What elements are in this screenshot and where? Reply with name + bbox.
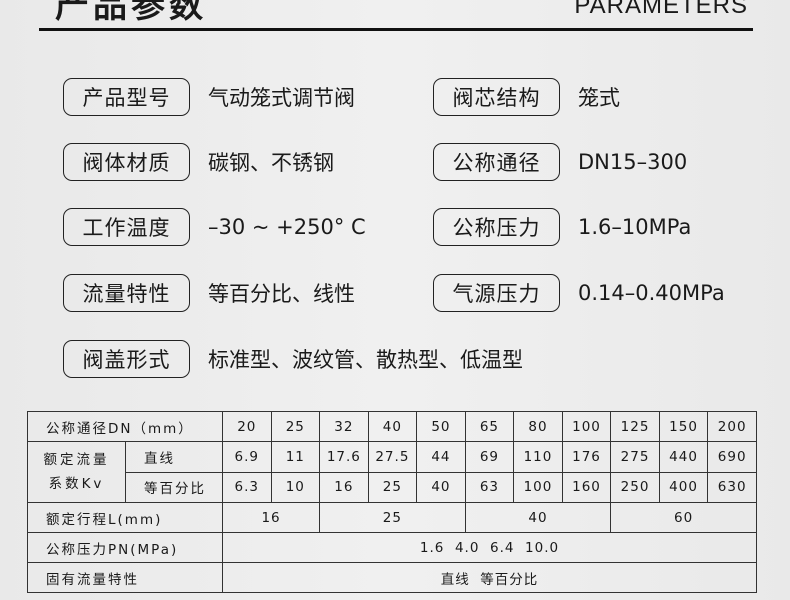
row-subheader: 等百分比 xyxy=(124,471,224,503)
table-cell: 176 xyxy=(561,441,612,473)
table-row: 额定行程L(mm) 16 25 40 60 xyxy=(26,502,757,533)
table-cell: 690 xyxy=(707,441,757,473)
table-cell: 20 xyxy=(222,411,272,442)
table-cell: 440 xyxy=(658,441,709,473)
table-cell: 32 xyxy=(319,411,369,442)
table-cell: 200 xyxy=(707,411,757,442)
table-cell: 6.3 xyxy=(222,471,272,503)
table-cell: 25 xyxy=(270,411,321,442)
table-cell: 63 xyxy=(464,471,515,503)
param-label: 阀体材质 xyxy=(63,143,190,181)
spec-table: 公称通径DN（mm） 20 25 32 40 50 65 80 100 125 150 200 额定流量… xyxy=(26,411,757,593)
table-cell: 直线 等百分比 xyxy=(222,562,757,593)
row-header: 公称通径DN（mm） xyxy=(26,411,224,442)
row-header: 固有流量特性 xyxy=(26,562,224,593)
table-cell: 69 xyxy=(464,441,515,473)
table-row: 固有流量特性 直线 等百分比 xyxy=(26,562,757,593)
param-label: 阀芯结构 xyxy=(433,78,560,116)
param-label: 阀盖形式 xyxy=(63,340,190,378)
table-cell: 16 xyxy=(319,471,369,503)
param-item: 产品型号 气动笼式调节阀 xyxy=(63,78,355,116)
param-value: 碳钢、不锈钢 xyxy=(208,151,334,175)
param-value: 0.14–0.40MPa xyxy=(578,281,725,305)
param-value: 1.6–10MPa xyxy=(578,215,692,239)
table-cell: 160 xyxy=(561,471,612,503)
table-cell: 25 xyxy=(319,502,466,533)
table-cell: 65 xyxy=(464,411,515,442)
table-row: 等百分比 6.3 10 16 25 40 63 100 160 250 400 630 xyxy=(28,471,757,503)
param-item: 气源压力 0.14–0.40MPa xyxy=(433,274,725,312)
param-item: 阀体材质 碳钢、不锈钢 xyxy=(63,143,334,181)
param-value: –30 ~ +250° C xyxy=(208,215,366,239)
table-cell: 11 xyxy=(270,441,321,473)
row-header: 额定行程L(mm) xyxy=(26,502,224,533)
table-cell: 40 xyxy=(464,502,612,533)
table-cell: 100 xyxy=(513,471,563,503)
table-cell: 44 xyxy=(416,441,466,473)
table-cell: 150 xyxy=(658,411,709,442)
param-value: 标准型、波纹管、散热型、低温型 xyxy=(208,348,523,372)
param-item: 阀芯结构 笼式 xyxy=(433,78,620,116)
page-title: 产品参数 xyxy=(55,0,207,26)
table-cell: 10 xyxy=(270,471,321,503)
page-title-en: PARAMETERS xyxy=(574,0,748,19)
param-value: 等百分比、线性 xyxy=(208,282,355,306)
param-label: 流量特性 xyxy=(63,274,190,312)
param-item: 工作温度 –30 ~ +250° C xyxy=(63,208,366,246)
param-label: 工作温度 xyxy=(63,208,190,246)
table-cell: 27.5 xyxy=(367,441,418,473)
table-row: 公称通径DN（mm） 20 25 32 40 50 65 80 100 125 150 200 xyxy=(26,411,757,442)
param-item: 阀盖形式 标准型、波纹管、散热型、低温型 xyxy=(63,340,523,378)
table-cell: 17.6 xyxy=(319,441,369,473)
table-cell: 60 xyxy=(610,502,757,533)
table-cell: 250 xyxy=(610,471,660,503)
row-header: 额定流量系数Kv xyxy=(27,441,126,503)
table-cell: 6.9 xyxy=(222,441,272,473)
table-cell: 110 xyxy=(513,441,563,473)
param-item: 流量特性 等百分比、线性 xyxy=(63,274,355,312)
table-cell: 1.6 4.0 6.4 10.0 xyxy=(222,532,757,563)
table-cell: 80 xyxy=(513,411,563,442)
table-row: 公称压力PN(MPa) 1.6 4.0 6.4 10.0 xyxy=(26,532,757,563)
table-cell: 25 xyxy=(367,471,418,503)
param-value: 笼式 xyxy=(578,86,620,110)
row-subheader: 直线 xyxy=(124,441,224,473)
table-cell: 100 xyxy=(561,411,612,442)
title-divider xyxy=(39,28,753,31)
param-label: 公称压力 xyxy=(433,208,560,246)
table-row: 额定流量系数Kv 直线 6.9 11 17.6 27.5 44 69 110 176 275 440 6… xyxy=(27,441,757,503)
param-label: 公称通径 xyxy=(433,143,560,181)
table-cell: 50 xyxy=(416,411,466,442)
param-label: 产品型号 xyxy=(63,78,190,116)
param-value: 气动笼式调节阀 xyxy=(208,86,355,110)
table-cell: 400 xyxy=(658,471,709,503)
table-cell: 125 xyxy=(610,411,660,442)
param-item: 公称压力 1.6–10MPa xyxy=(433,208,691,246)
param-item: 公称通径 DN15–300 xyxy=(433,143,687,181)
row-header: 公称压力PN(MPa) xyxy=(26,532,224,563)
table-cell: 630 xyxy=(707,471,757,503)
table-cell: 275 xyxy=(610,441,660,473)
param-label: 气源压力 xyxy=(433,274,560,312)
table-cell: 40 xyxy=(367,411,418,442)
table-cell: 40 xyxy=(416,471,466,503)
table-cell: 16 xyxy=(222,502,321,533)
param-value: DN15–300 xyxy=(578,150,688,174)
